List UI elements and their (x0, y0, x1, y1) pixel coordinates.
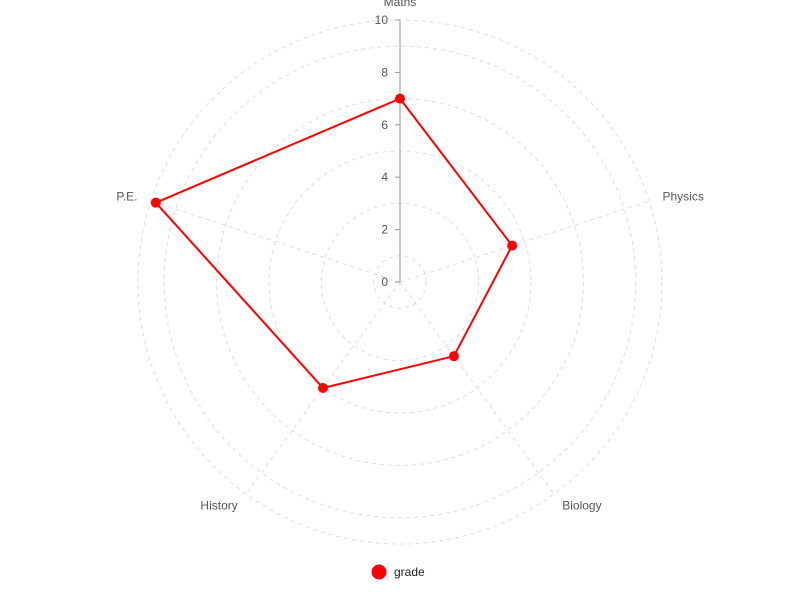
legend[interactable]: grade (371, 564, 426, 580)
category-labels: Maths Physics Biology History P.E. (116, 0, 703, 512)
radial-tick-label: 2 (381, 223, 388, 237)
series-polygon (154, 97, 514, 389)
grid-spoke (399, 281, 555, 495)
grid-spoke (399, 200, 650, 283)
radial-tick-label: 10 (375, 13, 389, 27)
category-label: Maths (384, 0, 417, 9)
data-point[interactable] (318, 382, 329, 393)
radial-tick-label: 0 (381, 275, 388, 289)
category-label: Biology (562, 498, 601, 512)
category-label: P.E. (116, 190, 137, 204)
data-point[interactable] (507, 240, 518, 251)
data-point[interactable] (150, 197, 161, 208)
radial-tick-label: 8 (381, 65, 388, 79)
radial-tick-label: 6 (381, 118, 388, 132)
legend-marker[interactable] (371, 564, 387, 580)
legend-label[interactable]: grade (394, 565, 425, 579)
data-point[interactable] (395, 93, 405, 104)
radial-axis: 0 2 4 6 8 10 (375, 13, 401, 289)
radial-tick-label: 4 (381, 170, 388, 184)
grid-spoke (150, 200, 401, 283)
category-label: Physics (662, 190, 703, 204)
data-point[interactable] (448, 351, 459, 362)
series-layer (150, 93, 518, 393)
category-label: History (200, 498, 237, 512)
grid-ring (163, 45, 637, 519)
grid-ring (216, 98, 584, 466)
